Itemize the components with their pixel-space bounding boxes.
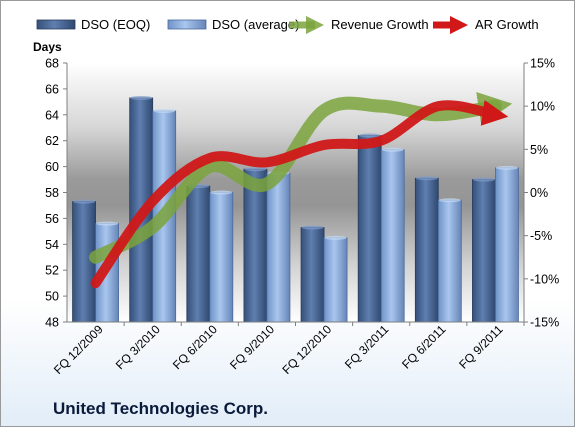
x-tick-label: FQ 12/2010 xyxy=(279,322,334,377)
line-series xyxy=(89,91,513,289)
bar-dso-eoq xyxy=(243,168,268,323)
x-tick-label: FQ 9/2010 xyxy=(227,322,277,372)
bar-dso-average xyxy=(323,237,348,323)
bar-dso-eoq xyxy=(357,135,382,323)
right-tick-label: 0% xyxy=(530,186,548,200)
bar-dso-eoq xyxy=(472,179,496,323)
left-tick-label: 68 xyxy=(45,57,59,71)
left-tick-label: 54 xyxy=(45,238,59,252)
left-tick-label: 60 xyxy=(45,160,59,174)
bar-dso-average xyxy=(495,167,519,323)
x-tick-label: FQ 9/2011 xyxy=(456,322,506,372)
bar-dso-average xyxy=(437,199,462,323)
x-tick-label: FQ 3/2010 xyxy=(113,322,163,372)
bar-dso-eoq-top xyxy=(73,199,96,204)
right-tick-label: -10% xyxy=(530,272,559,286)
bar-dso-average-top xyxy=(438,198,461,203)
legend-item-dso-average[interactable]: DSO (average) xyxy=(167,17,299,32)
bar-dso-eoq-top xyxy=(358,133,381,138)
x-tick-label: FQ 12/2009 xyxy=(51,322,106,377)
bar-dso-average-top xyxy=(210,190,233,195)
left-tick-label: 58 xyxy=(45,186,59,200)
x-tick-label: FQ 3/2011 xyxy=(342,322,392,372)
bar-dso-eoq-top xyxy=(244,167,267,172)
left-tick-label: 62 xyxy=(45,134,59,148)
legend: DSO (EOQ) DSO (average) Revenue Growth A… xyxy=(36,15,539,35)
bar-series xyxy=(72,95,519,323)
bar-dso-eoq-top xyxy=(301,225,324,230)
left-tick-label: 66 xyxy=(45,82,59,96)
x-axis: FQ 12/2009 FQ 3/2010 FQ 6/2010 FQ 9/2010 FQ … xyxy=(51,322,525,377)
legend-label-dso-eoq: DSO (EOQ) xyxy=(81,17,150,32)
left-tick-label: 50 xyxy=(45,290,59,304)
line-ar-growth xyxy=(90,99,509,289)
left-tick-label: 48 xyxy=(45,316,59,330)
legend-label-ar-growth: AR Growth xyxy=(475,17,539,32)
legend-item-dso-eoq[interactable]: DSO (EOQ) xyxy=(36,17,150,32)
x-tick-label: FQ 6/2011 xyxy=(399,322,449,372)
bar-dso-eoq-top xyxy=(130,95,153,100)
bar-dso-average-top xyxy=(381,147,404,152)
bar-dso-average xyxy=(266,172,291,323)
right-tick-label: 10% xyxy=(530,100,555,114)
bar-dso-eoq-top xyxy=(415,176,438,181)
bar-dso-average xyxy=(209,192,234,323)
right-tick-label: 5% xyxy=(530,143,548,157)
left-axis: 48 50 52 54 56 58 60 62 64 66 68 xyxy=(45,57,67,330)
left-tick-label: 52 xyxy=(45,264,59,278)
company-name: United Technologies Corp. xyxy=(53,399,269,418)
right-tick-label: 15% xyxy=(530,57,555,71)
left-tick-label: 56 xyxy=(45,212,59,226)
left-tick-label: 64 xyxy=(45,108,59,122)
legend-item-revenue-growth[interactable]: Revenue Growth xyxy=(289,15,429,35)
bar-dso-eoq xyxy=(300,227,325,323)
right-tick-label: -5% xyxy=(530,229,552,243)
right-axis: -15% -10% -5% 0% 5% 10% 15% xyxy=(524,57,559,330)
bar-dso-eoq-top xyxy=(472,177,495,182)
bar-dso-eoq xyxy=(186,185,211,323)
legend-label-revenue-growth: Revenue Growth xyxy=(331,17,429,32)
x-tick-label: FQ 6/2010 xyxy=(170,322,220,372)
legend-label-dso-average: DSO (average) xyxy=(212,17,299,32)
bar-dso-average-top xyxy=(153,108,176,113)
bar-dso-average-top xyxy=(324,235,347,240)
bar-dso-eoq xyxy=(414,177,439,323)
right-tick-label: -15% xyxy=(530,316,559,330)
bar-dso-average xyxy=(380,149,405,323)
bar-dso-average-top xyxy=(96,221,119,226)
legend-item-ar-growth[interactable]: AR Growth xyxy=(433,15,539,35)
bar-dso-average-top xyxy=(495,165,518,170)
y-axis-title: Days xyxy=(33,40,62,54)
